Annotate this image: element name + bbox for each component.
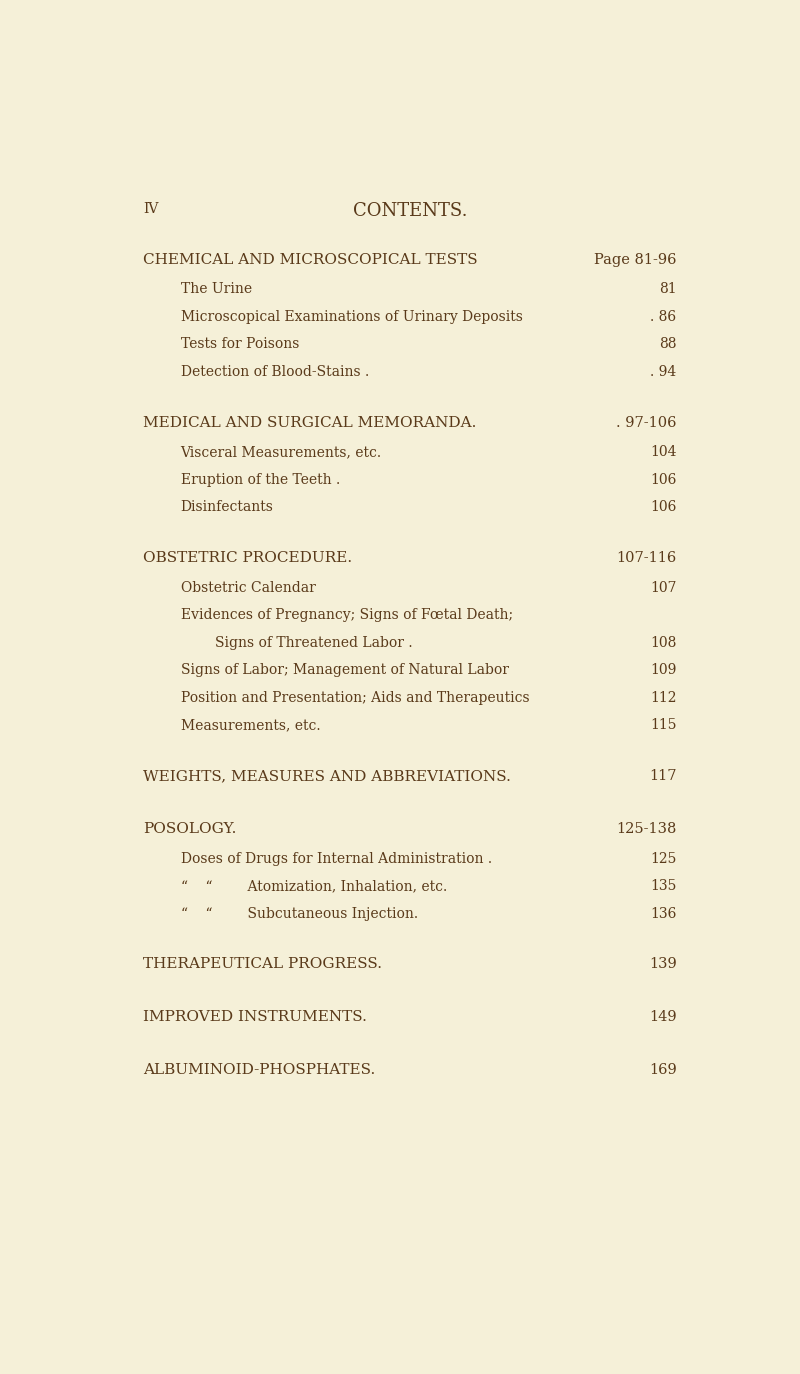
Text: CHEMICAL AND MICROSCOPICAL TESTS: CHEMICAL AND MICROSCOPICAL TESTS [143, 253, 478, 267]
Text: 108: 108 [650, 636, 677, 650]
Text: The Urine: The Urine [181, 282, 252, 297]
Text: . 97-106: . 97-106 [616, 415, 677, 430]
Text: Measurements, etc.: Measurements, etc. [181, 719, 320, 732]
Text: POSOLOGY.: POSOLOGY. [143, 822, 237, 835]
Text: Signs of Labor; Management of Natural Labor: Signs of Labor; Management of Natural La… [181, 664, 509, 677]
Text: WEIGHTS, MEASURES AND ABBREVIATIONS.: WEIGHTS, MEASURES AND ABBREVIATIONS. [143, 769, 511, 783]
Text: 106: 106 [650, 500, 677, 514]
Text: “    “        Subcutaneous Injection.: “ “ Subcutaneous Injection. [181, 907, 418, 921]
Text: 107: 107 [650, 581, 677, 595]
Text: 125-138: 125-138 [616, 822, 677, 835]
Text: 169: 169 [649, 1063, 677, 1077]
Text: Microscopical Examinations of Urinary Deposits: Microscopical Examinations of Urinary De… [181, 309, 522, 324]
Text: Eruption of the Teeth .: Eruption of the Teeth . [181, 473, 340, 486]
Text: 104: 104 [650, 445, 677, 459]
Text: Tests for Poisons: Tests for Poisons [181, 338, 299, 352]
Text: “    “        Atomization, Inhalation, etc.: “ “ Atomization, Inhalation, etc. [181, 879, 447, 893]
Text: 139: 139 [649, 958, 677, 971]
Text: Detection of Blood-Stains .: Detection of Blood-Stains . [181, 365, 369, 379]
Text: CONTENTS.: CONTENTS. [353, 202, 467, 220]
Text: 125: 125 [650, 852, 677, 866]
Text: OBSTETRIC PROCEDURE.: OBSTETRIC PROCEDURE. [143, 551, 353, 565]
Text: Page 81-96: Page 81-96 [594, 253, 677, 267]
Text: Obstetric Calendar: Obstetric Calendar [181, 581, 315, 595]
Text: IV: IV [143, 202, 158, 216]
Text: ALBUMINOID-PHOSPHATES.: ALBUMINOID-PHOSPHATES. [143, 1063, 376, 1077]
Text: 149: 149 [649, 1010, 677, 1024]
Text: . 86: . 86 [650, 309, 677, 324]
Text: 135: 135 [650, 879, 677, 893]
Text: 115: 115 [650, 719, 677, 732]
Text: Doses of Drugs for Internal Administration .: Doses of Drugs for Internal Administrati… [181, 852, 492, 866]
Text: Position and Presentation; Aids and Therapeutics: Position and Presentation; Aids and Ther… [181, 691, 530, 705]
Text: 81: 81 [659, 282, 677, 297]
Text: IMPROVED INSTRUMENTS.: IMPROVED INSTRUMENTS. [143, 1010, 367, 1024]
Text: Visceral Measurements, etc.: Visceral Measurements, etc. [181, 445, 382, 459]
Text: 107-116: 107-116 [616, 551, 677, 565]
Text: 106: 106 [650, 473, 677, 486]
Text: MEDICAL AND SURGICAL MEMORANDA.: MEDICAL AND SURGICAL MEMORANDA. [143, 415, 477, 430]
Text: Disinfectants: Disinfectants [181, 500, 274, 514]
Text: 117: 117 [649, 769, 677, 783]
Text: Signs of Threatened Labor .: Signs of Threatened Labor . [214, 636, 412, 650]
Text: 88: 88 [659, 338, 677, 352]
Text: THERAPEUTICAL PROGRESS.: THERAPEUTICAL PROGRESS. [143, 958, 382, 971]
Text: Evidences of Pregnancy; Signs of Fœtal Death;: Evidences of Pregnancy; Signs of Fœtal D… [181, 609, 513, 622]
Text: 112: 112 [650, 691, 677, 705]
Text: 109: 109 [650, 664, 677, 677]
Text: . 94: . 94 [650, 365, 677, 379]
Text: 136: 136 [650, 907, 677, 921]
